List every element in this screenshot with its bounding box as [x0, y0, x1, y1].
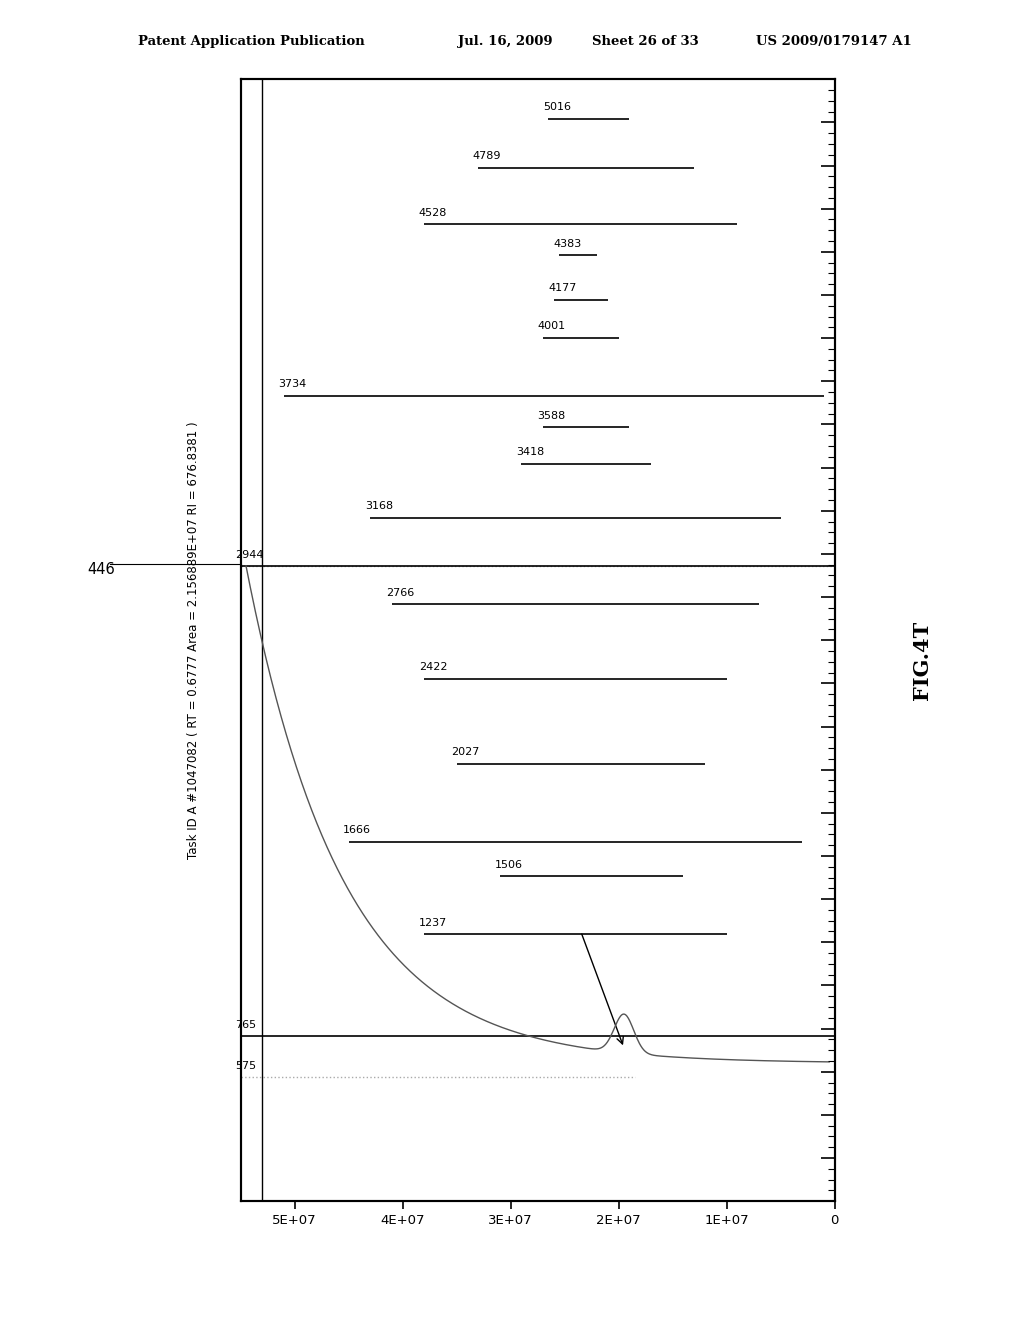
Text: Jul. 16, 2009: Jul. 16, 2009 [458, 34, 552, 48]
Text: Task ID A #1047082 ( RT = 0.6777 Area = 2.156889E+07 RI = 676.8381 ): Task ID A #1047082 ( RT = 0.6777 Area = … [186, 421, 200, 859]
Text: 575: 575 [236, 1061, 256, 1071]
Text: 3418: 3418 [516, 447, 544, 457]
Text: 4789: 4789 [473, 152, 502, 161]
Text: FIG.4T: FIG.4T [911, 620, 932, 700]
Text: US 2009/0179147 A1: US 2009/0179147 A1 [756, 34, 911, 48]
Text: 3734: 3734 [279, 379, 306, 389]
Text: 2766: 2766 [386, 587, 415, 598]
Text: 5016: 5016 [543, 103, 571, 112]
Text: 1666: 1666 [343, 825, 372, 836]
Text: 1237: 1237 [419, 917, 447, 928]
Text: 4001: 4001 [538, 322, 565, 331]
Text: 1506: 1506 [495, 859, 522, 870]
Text: 765: 765 [236, 1019, 256, 1030]
Text: 3588: 3588 [538, 411, 566, 421]
Text: 3168: 3168 [365, 502, 393, 511]
Text: 4383: 4383 [554, 239, 582, 249]
Text: Sheet 26 of 33: Sheet 26 of 33 [592, 34, 698, 48]
Text: 2944: 2944 [236, 549, 264, 560]
Text: 2422: 2422 [419, 663, 447, 672]
Text: 446: 446 [87, 562, 115, 577]
Text: Patent Application Publication: Patent Application Publication [138, 34, 365, 48]
Text: 4177: 4177 [549, 284, 577, 293]
Text: 4528: 4528 [419, 207, 447, 218]
Text: 2027: 2027 [452, 747, 479, 758]
